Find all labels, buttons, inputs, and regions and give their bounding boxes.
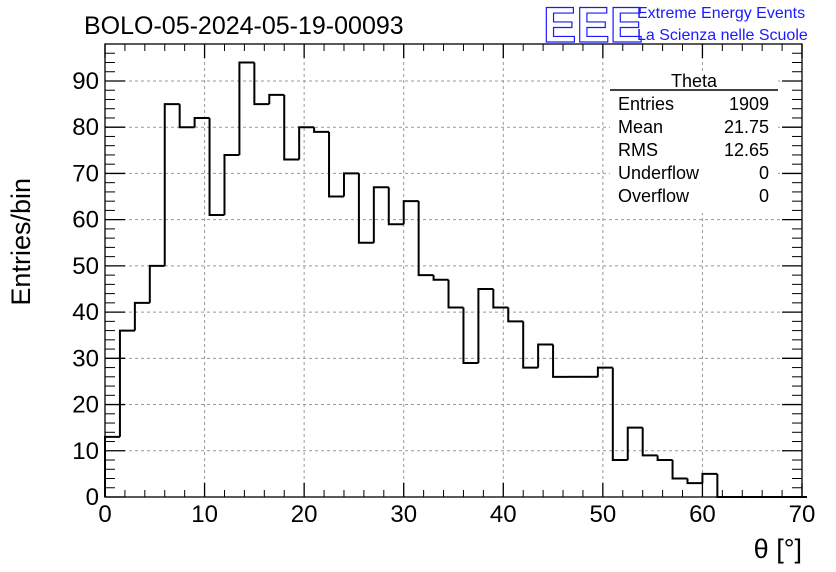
histogram-bin xyxy=(462,307,479,364)
x-tick-label: 70 xyxy=(789,501,816,528)
y-tick-labels: 0 10 20 30 40 50 60 70 80 90 xyxy=(72,68,99,511)
histogram-bin xyxy=(641,427,658,457)
histogram-bin xyxy=(656,455,673,462)
stats-row-label: Mean xyxy=(618,117,663,137)
histogram-bin xyxy=(193,116,210,128)
histogram-bin xyxy=(328,131,344,198)
histogram-bin xyxy=(402,200,419,225)
y-tick-label: 0 xyxy=(86,484,99,511)
histogram-bin xyxy=(701,472,718,484)
y-tick-label: 30 xyxy=(72,345,99,372)
y-tick-label: 90 xyxy=(72,68,99,95)
histogram-bin xyxy=(522,321,539,369)
histogram-bin xyxy=(596,366,613,377)
histogram-bin xyxy=(447,279,464,309)
histogram-bin xyxy=(552,344,569,378)
stats-row-value: 21.75 xyxy=(724,117,769,137)
histogram-bin xyxy=(626,426,643,461)
histogram-bin xyxy=(223,153,240,216)
stats-row-value: 0 xyxy=(759,186,769,206)
stats-rows: Entries 1909 Mean 21.75 RMS 12.65 Underflow 0 Ov… xyxy=(618,94,769,206)
histogram-bin xyxy=(163,103,180,266)
histogram-bin xyxy=(611,367,628,462)
x-tick-label: 10 xyxy=(191,501,218,528)
histogram-bin xyxy=(298,126,315,160)
plot-frame xyxy=(104,43,803,498)
histogram-bin xyxy=(238,61,255,155)
stats-row-label: RMS xyxy=(618,140,658,160)
histogram-bin xyxy=(417,201,434,277)
histogram-bin xyxy=(133,301,150,331)
y-tick-label: 60 xyxy=(72,207,99,234)
histogram-bin xyxy=(253,62,270,106)
x-tick-label: 60 xyxy=(689,501,716,528)
x-tick-label: 20 xyxy=(291,501,318,528)
histogram-bin xyxy=(507,307,524,323)
y-tick-label: 10 xyxy=(72,438,99,465)
x-tick-labels: 0 10 20 30 40 50 60 70 xyxy=(98,501,815,528)
y-tick-label: 80 xyxy=(72,114,99,141)
logo-mark: EEE xyxy=(543,0,643,53)
y-axis-title: Entries/bin xyxy=(6,178,36,306)
stats-row-value: 1909 xyxy=(729,94,769,114)
axis-ticks xyxy=(104,44,803,498)
y-tick-label: 20 xyxy=(72,392,99,419)
x-tick-label: 50 xyxy=(590,501,617,528)
histogram-bin xyxy=(342,172,359,197)
stats-box-background xyxy=(610,73,778,213)
y-tick-label: 70 xyxy=(72,160,99,187)
histogram-bin xyxy=(372,186,389,243)
logo-line-1: Extreme Energy Events xyxy=(637,5,805,22)
histogram-bin xyxy=(477,287,494,363)
x-axis-title: θ [°] xyxy=(754,534,802,564)
x-tick-label: 0 xyxy=(98,501,111,528)
stats-row-value: 0 xyxy=(759,163,769,183)
histogram-bin xyxy=(387,187,404,226)
histogram-bin xyxy=(118,329,135,437)
histogram-bin xyxy=(178,104,195,129)
histogram-bin xyxy=(716,473,733,498)
eee-logo: EEE Extreme Energy Events La Scienza nel… xyxy=(542,0,808,54)
stats-row-label: Entries xyxy=(618,94,674,114)
histogram-bin xyxy=(671,460,688,480)
stats-row-value: 12.65 xyxy=(724,140,769,160)
stats-row-label: Underflow xyxy=(618,163,700,183)
histogram-bin xyxy=(208,117,225,217)
histogram-bin xyxy=(283,94,300,161)
x-tick-label: 30 xyxy=(390,501,417,528)
stats-box-title: Theta xyxy=(671,71,718,91)
histogram-bin xyxy=(686,478,703,485)
x-tick-label: 40 xyxy=(490,501,517,528)
logo-line-2: La Scienza nelle Scuole xyxy=(637,27,808,44)
y-tick-label: 50 xyxy=(72,253,99,280)
y-tick-label: 40 xyxy=(72,299,99,326)
histogram-bin xyxy=(492,288,509,309)
histogram-bin xyxy=(432,275,449,281)
stats-box: Theta Entries 1909 Mean 21.75 RMS 12.65 Underf… xyxy=(610,71,778,213)
histogram-bin xyxy=(148,264,165,303)
grid-lines xyxy=(105,44,802,497)
histogram-bin xyxy=(537,343,554,368)
stats-row-label: Overflow xyxy=(618,186,690,206)
chart-title: BOLO-05-2024-05-19-00093 xyxy=(84,12,404,40)
histogram-bin xyxy=(357,173,374,244)
histogram-bin xyxy=(268,93,285,105)
histogram-bin xyxy=(313,127,330,133)
